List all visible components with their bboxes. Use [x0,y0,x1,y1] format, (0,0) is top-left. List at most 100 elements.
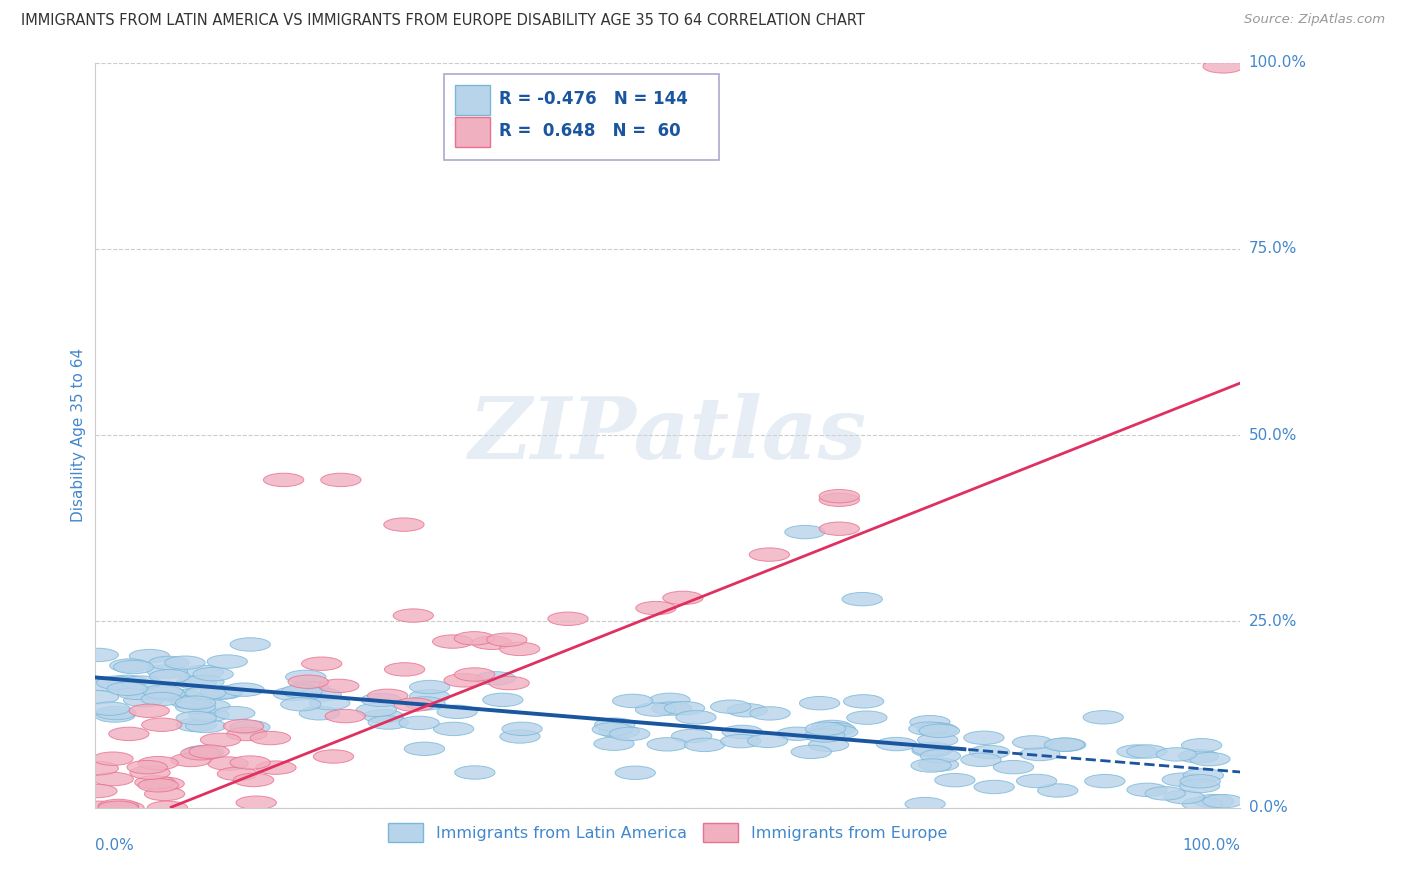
Ellipse shape [815,723,855,736]
Ellipse shape [614,766,655,780]
Ellipse shape [184,675,224,689]
Ellipse shape [356,703,396,716]
Ellipse shape [785,525,825,539]
Ellipse shape [918,758,959,772]
Ellipse shape [1180,774,1220,788]
Ellipse shape [1012,736,1053,749]
Ellipse shape [231,756,270,769]
Ellipse shape [176,676,217,690]
Ellipse shape [921,749,960,763]
Ellipse shape [231,638,270,651]
Ellipse shape [475,672,516,685]
Ellipse shape [1156,747,1197,761]
Ellipse shape [145,788,184,801]
Ellipse shape [135,776,176,789]
Ellipse shape [502,723,543,736]
Ellipse shape [1144,787,1185,800]
Ellipse shape [129,704,169,717]
Ellipse shape [138,756,179,770]
Ellipse shape [1126,783,1167,797]
Ellipse shape [499,730,540,743]
Ellipse shape [256,761,297,774]
Ellipse shape [1017,774,1057,788]
Ellipse shape [193,667,233,681]
Ellipse shape [170,696,211,709]
Ellipse shape [176,718,217,731]
Ellipse shape [1084,774,1125,788]
Ellipse shape [820,490,859,503]
Ellipse shape [149,670,190,683]
Ellipse shape [650,693,690,706]
Ellipse shape [613,694,652,707]
Ellipse shape [672,730,711,743]
Ellipse shape [1116,745,1157,758]
Ellipse shape [79,690,118,704]
Ellipse shape [846,711,887,724]
Ellipse shape [184,746,224,759]
Ellipse shape [433,723,474,736]
Ellipse shape [749,706,790,720]
Ellipse shape [97,676,136,690]
Ellipse shape [994,761,1033,774]
Ellipse shape [394,609,433,623]
Ellipse shape [117,686,157,699]
FancyBboxPatch shape [444,74,718,160]
Ellipse shape [454,668,495,681]
Ellipse shape [299,706,340,720]
Ellipse shape [1045,738,1084,751]
Ellipse shape [79,762,118,775]
Ellipse shape [721,734,761,747]
Ellipse shape [138,779,179,792]
Ellipse shape [486,633,527,647]
Ellipse shape [844,695,884,708]
Ellipse shape [188,745,229,758]
Ellipse shape [394,698,434,712]
Ellipse shape [1019,747,1060,761]
Ellipse shape [482,693,523,706]
Ellipse shape [224,720,264,733]
Ellipse shape [399,716,439,730]
Ellipse shape [208,756,249,770]
Ellipse shape [176,696,215,709]
Ellipse shape [593,737,634,750]
Ellipse shape [1180,780,1220,793]
Ellipse shape [202,686,242,699]
Ellipse shape [124,693,163,706]
Ellipse shape [842,592,883,606]
Ellipse shape [188,708,229,722]
Ellipse shape [595,718,636,731]
Ellipse shape [405,697,446,710]
Ellipse shape [129,766,170,780]
Ellipse shape [142,718,181,731]
Ellipse shape [727,704,768,717]
Ellipse shape [114,660,153,673]
Ellipse shape [183,665,224,679]
Ellipse shape [186,686,226,699]
Ellipse shape [1164,790,1205,804]
Ellipse shape [1182,797,1222,811]
Ellipse shape [233,773,274,787]
Ellipse shape [652,702,692,715]
Ellipse shape [811,720,852,733]
Ellipse shape [281,698,321,711]
Ellipse shape [1046,738,1085,752]
Ellipse shape [935,773,976,787]
Ellipse shape [599,724,640,739]
Ellipse shape [165,656,205,669]
Text: R = -0.476   N = 144: R = -0.476 N = 144 [499,90,688,108]
Ellipse shape [129,649,170,663]
Ellipse shape [917,723,957,736]
Ellipse shape [723,725,762,739]
Text: 75.0%: 75.0% [1249,242,1296,256]
Ellipse shape [170,753,211,766]
Ellipse shape [273,687,314,700]
Ellipse shape [499,642,540,656]
Ellipse shape [804,729,845,742]
Ellipse shape [79,801,118,814]
Text: 100.0%: 100.0% [1182,838,1240,853]
Ellipse shape [792,745,831,758]
Ellipse shape [148,665,187,678]
Ellipse shape [121,676,162,690]
Ellipse shape [77,648,118,662]
Ellipse shape [665,701,704,714]
